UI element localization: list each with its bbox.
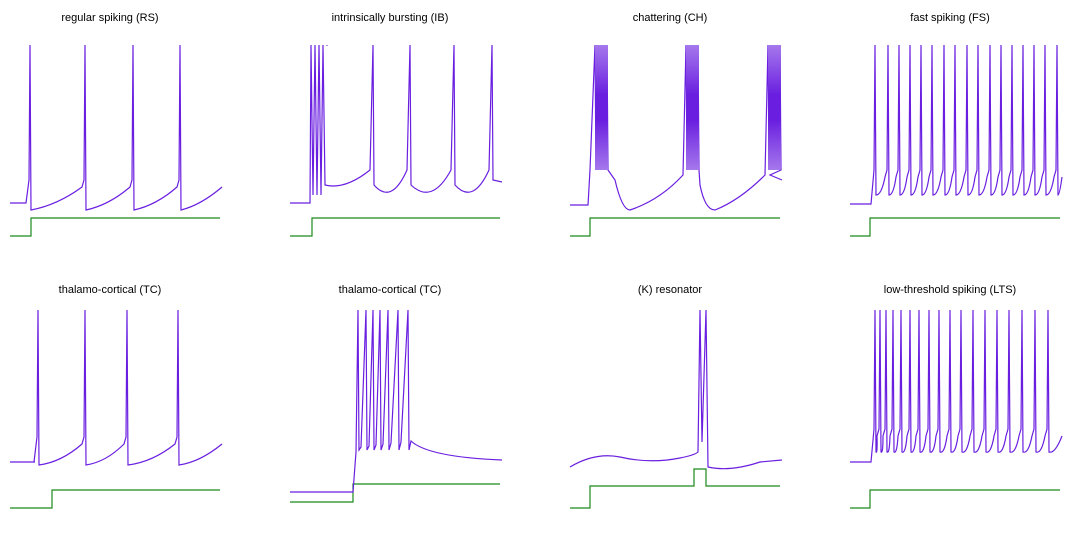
chart-title: (K) resonator bbox=[637, 284, 703, 296]
current-trace bbox=[570, 468, 780, 509]
chart-title: chattering (CH) bbox=[632, 12, 708, 24]
chart-plot bbox=[850, 44, 1063, 237]
current-trace bbox=[570, 217, 780, 237]
current-trace bbox=[10, 489, 220, 509]
chart-panel-lts: low-threshold spiking (LTS) bbox=[840, 272, 1089, 532]
voltage-trace bbox=[290, 44, 503, 204]
chart-plot bbox=[10, 309, 223, 509]
chart-panel-res: (K) resonator bbox=[560, 272, 820, 532]
chart-title: fast spiking (FS) bbox=[910, 12, 990, 24]
chart-title: low-threshold spiking (LTS) bbox=[883, 284, 1017, 296]
chart-panel-tc: thalamo-cortical (TC) bbox=[0, 272, 260, 532]
chart-plot bbox=[850, 309, 1063, 509]
voltage-trace bbox=[570, 44, 783, 211]
voltage-trace bbox=[10, 309, 223, 466]
voltage-trace bbox=[10, 44, 223, 211]
chart-plot bbox=[10, 44, 223, 237]
current-trace bbox=[850, 489, 1060, 509]
current-trace bbox=[290, 217, 500, 237]
voltage-trace bbox=[850, 44, 1063, 205]
chart-title: intrinsically bursting (IB) bbox=[331, 12, 449, 24]
chart-title: thalamo-cortical (TC) bbox=[58, 284, 162, 296]
chart-title: thalamo-cortical (TC) bbox=[338, 284, 442, 296]
chart-panel-ib: intrinsically bursting (IB) bbox=[280, 0, 540, 260]
chart-plot bbox=[569, 309, 783, 509]
chart-panel-rs: regular spiking (RS) bbox=[0, 0, 260, 260]
current-trace bbox=[290, 483, 500, 503]
chart-panel-fs: fast spiking (FS) bbox=[840, 0, 1089, 260]
chart-plot bbox=[290, 44, 503, 237]
chart-plot bbox=[290, 309, 503, 503]
voltage-trace bbox=[569, 309, 783, 470]
current-trace bbox=[10, 217, 220, 237]
chart-panel-ch: chattering (CH) bbox=[560, 0, 820, 260]
current-trace bbox=[850, 217, 1060, 237]
chart-plot bbox=[570, 44, 783, 237]
voltage-trace bbox=[290, 309, 503, 493]
chart-panel-tc2: thalamo-cortical (TC) bbox=[280, 272, 540, 532]
voltage-trace bbox=[850, 309, 1063, 463]
chart-title: regular spiking (RS) bbox=[61, 12, 159, 24]
